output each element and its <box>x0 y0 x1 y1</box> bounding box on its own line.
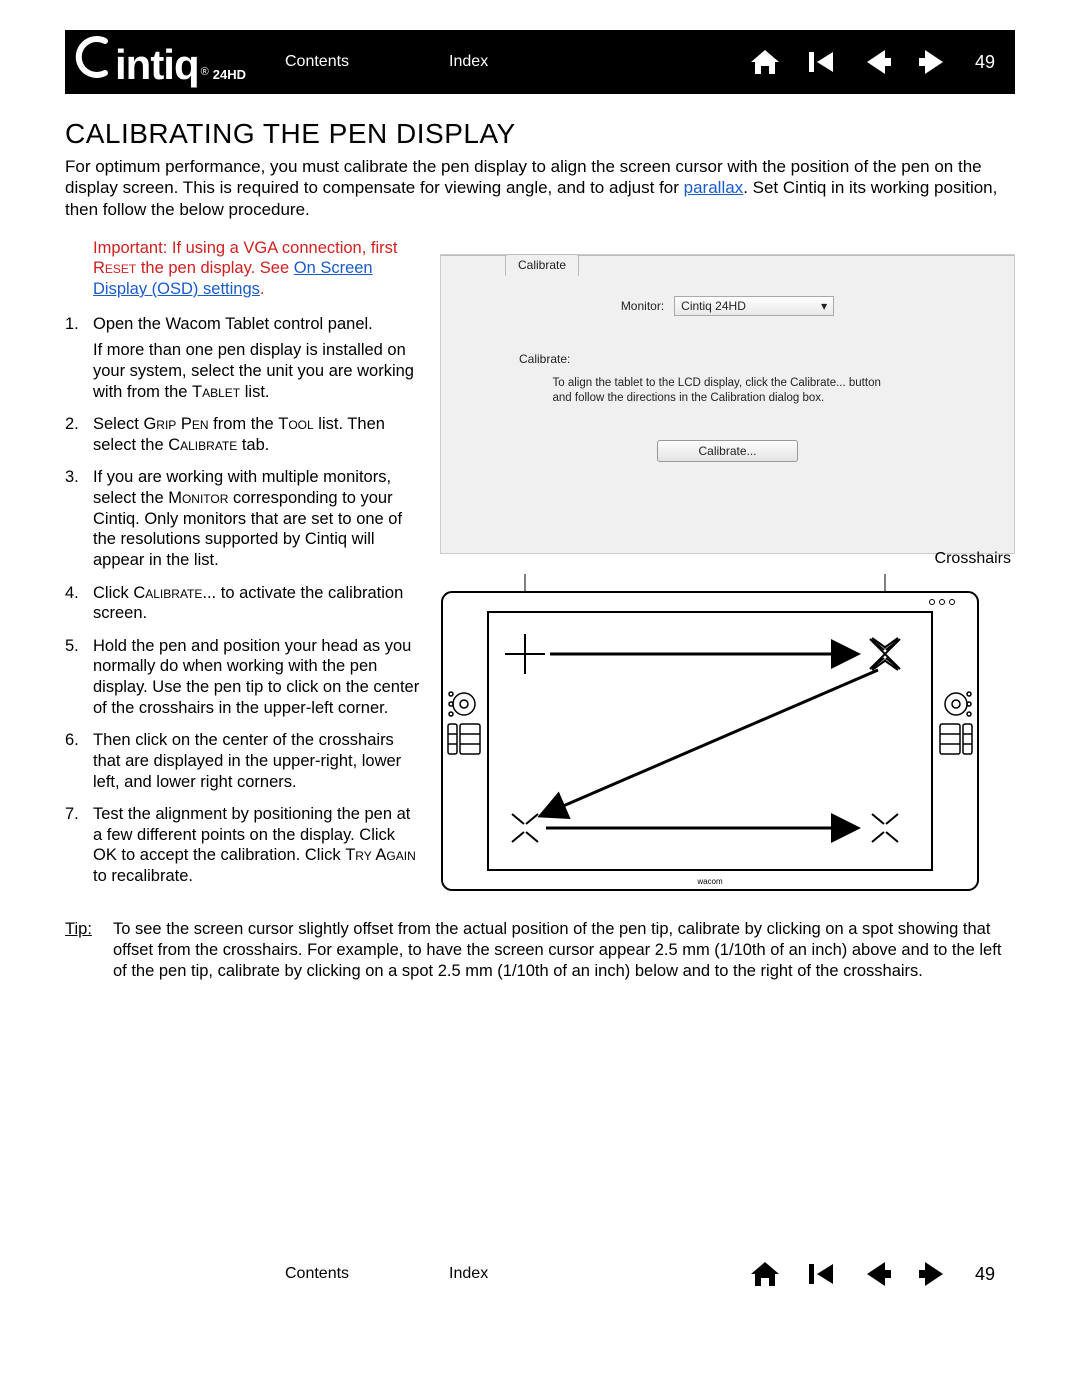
dropdown-arrow-icon: ▾ <box>821 299 827 313</box>
calibrate-button[interactable]: Calibrate... <box>657 440 797 462</box>
crosshairs-label: Crosshairs <box>935 550 1011 568</box>
step-6: 6. Then click on the center of the cross… <box>93 730 420 792</box>
calibrate-instructions: To align the tablet to the LCD display, … <box>553 376 903 406</box>
step-2: 2. Select Grip Pen from the Tool list. T… <box>93 414 420 455</box>
monitor-select[interactable]: Cintiq 24HD ▾ <box>674 296 834 316</box>
tip-text: To see the screen cursor slightly offset… <box>113 919 1015 982</box>
step-4: 4. Click Calibrate... to activate the ca… <box>93 583 420 624</box>
contents-link[interactable]: Contents <box>285 53 349 71</box>
step-5: 5. Hold the pen and position your head a… <box>93 636 420 719</box>
calibrate-dialog: Calibrate Monitor: Cintiq 24HD ▾ Calibra… <box>440 254 1015 554</box>
tip-label: Tip: <box>65 919 113 982</box>
logo-text: intiq <box>115 41 199 89</box>
footer-bar: Contents Index 49 <box>65 1242 1015 1306</box>
page-number-bottom: 49 <box>975 1264 995 1285</box>
important-note: Important: If using a VGA connection, fi… <box>93 238 420 300</box>
step-1b: If more than one pen display is installe… <box>93 340 420 402</box>
parallax-link[interactable]: parallax <box>684 178 744 197</box>
home-icon-footer[interactable] <box>745 1254 785 1294</box>
page-title: CALIBRATING THE PEN DISPLAY <box>65 118 1015 150</box>
home-icon[interactable] <box>745 42 785 82</box>
index-link[interactable]: Index <box>449 53 488 71</box>
prev-page-icon-footer[interactable] <box>857 1254 897 1294</box>
important-t3: . <box>260 280 265 298</box>
steps-column: Important: If using a VGA connection, fi… <box>65 238 420 899</box>
logo: intiq ® 24HD <box>75 35 255 89</box>
contents-link-footer[interactable]: Contents <box>285 1265 349 1283</box>
first-page-icon-footer[interactable] <box>801 1254 841 1294</box>
steps-list: 1. Open the Wacom Tablet control panel. … <box>65 314 420 887</box>
diagram-brand: wacom <box>696 877 723 886</box>
monitor-label: Monitor: <box>621 299 664 313</box>
calibrate-tab[interactable]: Calibrate <box>505 254 579 276</box>
important-t2: the pen display. See <box>136 259 293 277</box>
diagram-svg: wacom <box>440 574 980 894</box>
first-page-icon[interactable] <box>801 42 841 82</box>
step-3: 3. If you are working with multiple moni… <box>93 467 420 570</box>
tip-section: Tip: To see the screen cursor slightly o… <box>65 919 1015 982</box>
monitor-selected-value: Cintiq 24HD <box>681 299 746 313</box>
logo-c-icon <box>75 35 115 79</box>
step-1: 1. Open the Wacom Tablet control panel. … <box>93 314 420 403</box>
next-page-icon-footer[interactable] <box>913 1254 953 1294</box>
logo-subtext: 24HD <box>213 67 246 82</box>
next-page-icon[interactable] <box>913 42 953 82</box>
step-1a: Open the Wacom Tablet control panel. <box>93 314 420 335</box>
page-number-top: 49 <box>975 52 995 73</box>
important-t1: Important: If using a VGA connection, fi… <box>93 239 398 257</box>
calibrate-section-label: Calibrate: <box>519 352 1014 366</box>
important-reset: Reset <box>93 259 136 277</box>
crosshair-diagram: Crosshairs <box>440 574 1015 899</box>
intro-paragraph: For optimum performance, you must calibr… <box>65 156 1015 220</box>
figures-column: Calibrate Monitor: Cintiq 24HD ▾ Calibra… <box>440 238 1015 899</box>
logo-reg: ® <box>201 66 209 78</box>
prev-page-icon[interactable] <box>857 42 897 82</box>
monitor-row: Monitor: Cintiq 24HD ▾ <box>441 296 1014 316</box>
main-content: CALIBRATING THE PEN DISPLAY For optimum … <box>65 94 1015 982</box>
header-bar: intiq ® 24HD Contents Index 49 <box>65 30 1015 94</box>
index-link-footer[interactable]: Index <box>449 1265 488 1283</box>
step-7: 7. Test the alignment by positioning the… <box>93 804 420 887</box>
